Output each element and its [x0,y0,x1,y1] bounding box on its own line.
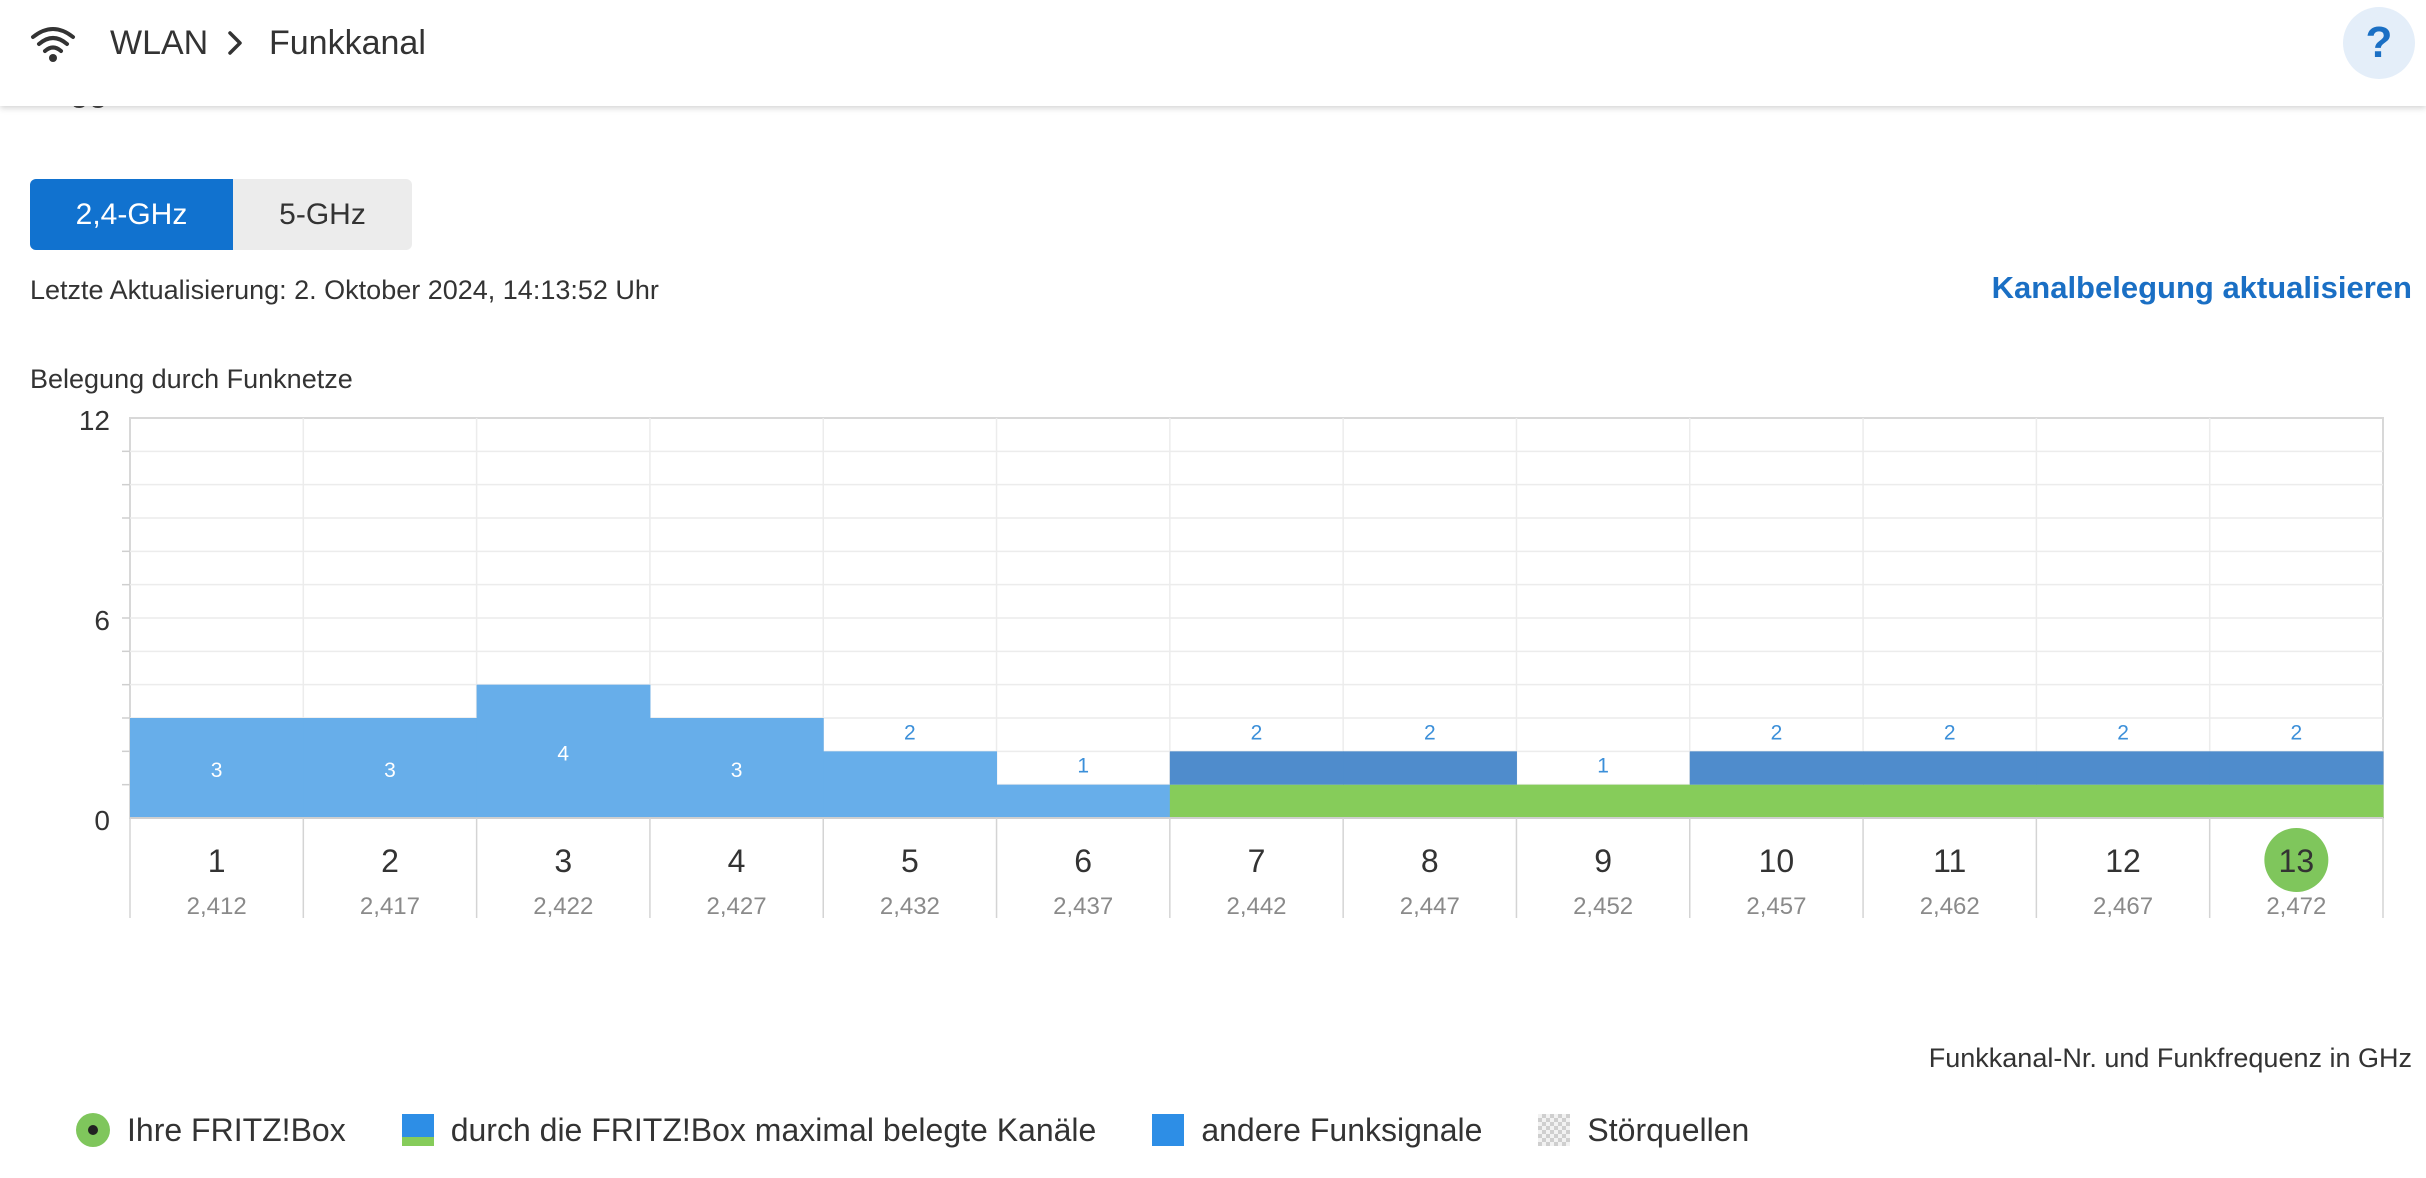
y-tick-label: 12 [79,405,110,436]
fritzbox-dot-icon [76,1113,110,1147]
x-tick-label-channel: 7 [1248,843,1266,879]
legend: Ihre FRITZ!Box durch die FRITZ!Box maxim… [76,1108,1805,1152]
bar-fritzbox-segment [2036,784,2211,818]
x-tick-label-frequency: 2,447 [1400,893,1460,920]
band-tabs: 2,4-GHz 5-GHz [30,179,412,250]
x-tick-label-channel: 5 [901,843,919,879]
x-tick-label-frequency: 2,422 [533,893,593,920]
bar-other-signals [823,751,998,818]
legend-label: Störquellen [1587,1111,1750,1148]
bar-value-label: 2 [2291,721,2303,744]
chevron-right-icon [228,31,242,55]
bar-value-label: 3 [731,759,743,782]
interference-swatch [1538,1114,1571,1146]
page-title: Funkkanal [269,24,426,62]
x-tick-label-frequency: 2,412 [187,893,247,920]
x-tick-label-channel: 3 [554,843,572,879]
wifi-icon [31,27,75,62]
x-tick-label-channel: 4 [728,843,746,879]
other-signals-swatch [1152,1114,1185,1146]
top-bar: WLAN Funkkanal ? [0,0,2426,106]
bar-value-label: 2 [1251,721,1263,744]
x-tick-label-channel: 12 [2105,843,2141,879]
bar-fritzbox-segment [1863,784,2037,818]
x-tick-label-channel: 13 [2279,843,2315,879]
bar-value-label: 2 [1771,721,1783,744]
x-axis-caption: Funkkanal-Nr. und Funkfrequenz in GHz [1928,1043,2412,1073]
x-tick-label-frequency: 2,457 [1746,893,1806,920]
max-channels-swatch [401,1114,434,1146]
bar-value-label: 2 [904,721,916,744]
active-channel-marker [2264,828,2329,892]
bar-fritzbox-segment [1516,784,1691,818]
refresh-channel-link[interactable]: Kanalbelegung aktualisieren [1991,270,2412,305]
bar-value-label: 3 [211,759,223,782]
bar-other-signals-segment [1689,751,1864,785]
bar-other-signals [996,784,1171,818]
legend-label: andere Funksignale [1201,1111,1483,1148]
last-update-text: Letzte Aktualisierung: 2. Oktober 2024, … [30,275,659,305]
x-tick-label-channel: 6 [1074,843,1092,879]
bar-other-signals-segment [2209,751,2384,785]
bar-value-label: 2 [2117,721,2129,744]
x-tick-label-frequency: 2,417 [360,893,420,920]
bar-value-label: 1 [1077,755,1089,778]
x-tick-label-frequency: 2,427 [707,893,767,920]
bar-other-signals-segment [1169,751,1344,785]
chart-title: Belegung durch Funknetze [30,364,353,394]
bar-fritzbox-segment [1343,784,1517,818]
legend-label: Ihre FRITZ!Box [127,1111,346,1148]
legend-label: durch die FRITZ!Box maximal belegte Kanä… [450,1111,1097,1148]
x-tick-label-frequency: 2,452 [1573,893,1633,920]
bar-other-signals [476,684,651,818]
bar-value-label: 2 [1424,721,1436,744]
bar-value-label: 4 [557,742,569,765]
x-tick-label-frequency: 2,472 [2266,893,2326,920]
bar-value-label: 3 [384,759,396,782]
y-tick-label: 0 [94,805,110,836]
bar-fritzbox-segment [2209,784,2384,818]
x-tick-label-frequency: 2,467 [2093,893,2153,920]
x-tick-label-channel: 10 [1759,843,1795,879]
bar-fritzbox-segment [1169,784,1344,818]
legend-item-fritzbox: Ihre FRITZ!Box [76,1112,346,1149]
x-tick-label-channel: 1 [208,843,226,879]
bar-other-signals [130,718,304,818]
bar-value-label: 2 [1944,721,1956,744]
x-tick-label-frequency: 2,442 [1226,893,1286,920]
bar-fritzbox-segment [1689,784,1864,818]
x-tick-label-channel: 11 [1933,843,1966,879]
bar-other-signals-segment [2036,751,2211,785]
legend-item-max-channels: durch die FRITZ!Box maximal belegte Kanä… [401,1111,1097,1149]
x-tick-label-channel: 2 [381,843,399,879]
legend-item-other-signals: andere Funksignale [1152,1112,1482,1149]
tab-5-ghz[interactable]: 5-GHz [233,179,412,250]
tab-2-4-ghz[interactable]: 2,4-GHz [30,179,233,250]
y-tick-label: 6 [94,605,110,636]
legend-item-interference: Störquellen [1538,1112,1749,1149]
x-tick-label-frequency: 2,432 [880,893,940,920]
breadcrumb-wlan[interactable]: WLAN [110,24,209,62]
x-tick-label-frequency: 2,437 [1053,893,1113,920]
bar-other-signals-segment [1343,751,1517,785]
bar-value-label: 1 [1597,755,1609,778]
x-tick-label-channel: 8 [1421,843,1439,879]
bar-other-signals [649,718,824,818]
bar-other-signals-segment [1863,751,2037,785]
help-button[interactable]: ? [2343,7,2415,79]
x-tick-label-channel: 9 [1594,843,1612,879]
x-tick-label-frequency: 2,462 [1920,893,1980,920]
bar-other-signals [303,718,478,818]
